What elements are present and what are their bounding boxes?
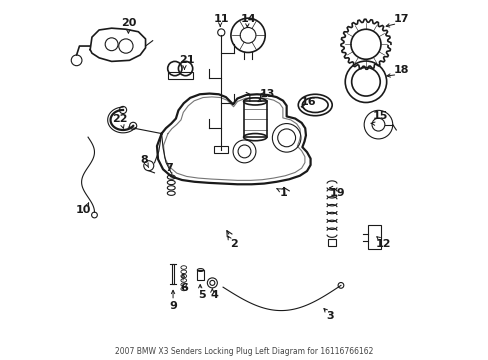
Text: 14: 14 — [240, 14, 255, 23]
Text: 7: 7 — [165, 163, 173, 173]
Text: 17: 17 — [393, 14, 408, 23]
Bar — [367, 225, 381, 249]
Text: 11: 11 — [213, 14, 228, 23]
Text: 1: 1 — [279, 188, 287, 198]
Text: 12: 12 — [375, 239, 390, 249]
Bar — [171, 264, 174, 284]
Text: 18: 18 — [393, 65, 408, 75]
Text: 5: 5 — [198, 290, 205, 300]
Text: 13: 13 — [260, 89, 275, 99]
Text: 9: 9 — [169, 301, 177, 311]
Bar — [214, 146, 228, 153]
Text: 8: 8 — [140, 156, 147, 165]
Text: 19: 19 — [329, 188, 345, 198]
Text: 4: 4 — [210, 290, 218, 300]
Text: 16: 16 — [301, 97, 316, 107]
Text: 3: 3 — [326, 311, 333, 321]
Text: 21: 21 — [179, 55, 195, 65]
Text: 15: 15 — [372, 111, 387, 121]
Bar — [167, 72, 192, 79]
Bar — [243, 102, 266, 137]
Bar — [197, 270, 203, 280]
Text: 10: 10 — [76, 205, 91, 215]
Text: 20: 20 — [121, 18, 136, 28]
Text: 2007 BMW X3 Senders Locking Plug Left Diagram for 16116766162: 2007 BMW X3 Senders Locking Plug Left Di… — [115, 347, 373, 356]
Text: 6: 6 — [180, 283, 187, 293]
Bar — [327, 239, 336, 246]
Text: 2: 2 — [229, 239, 237, 249]
Text: 22: 22 — [112, 113, 128, 123]
